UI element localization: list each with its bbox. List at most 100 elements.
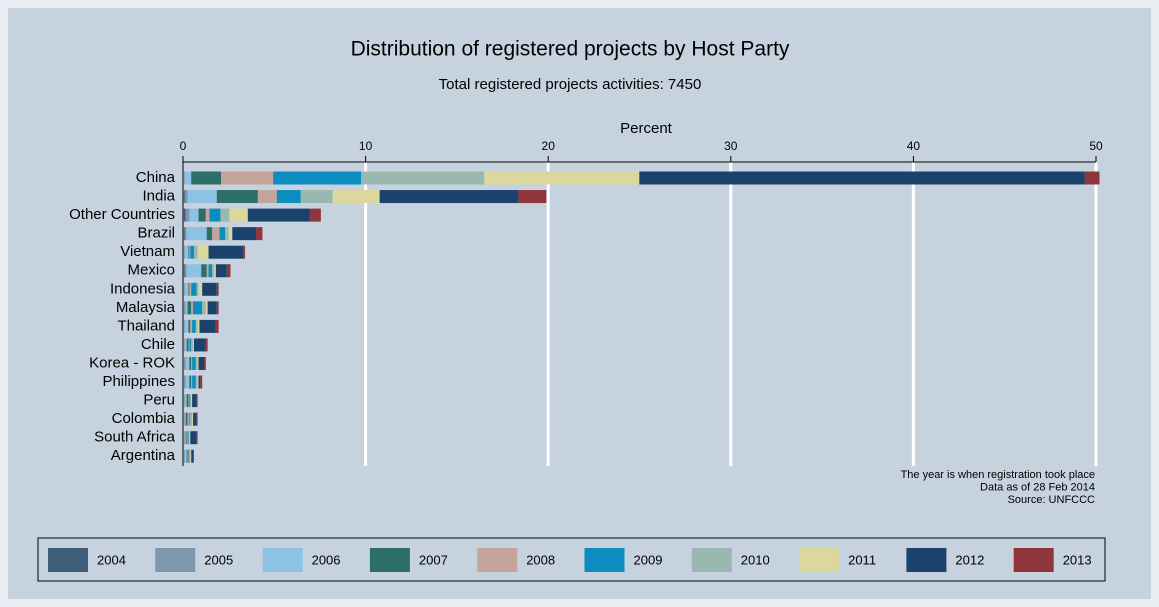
legend-label: 2006 bbox=[312, 552, 341, 567]
bar-segment bbox=[184, 394, 187, 408]
bar-segment bbox=[193, 338, 206, 352]
bar-segment bbox=[184, 282, 189, 296]
legend-swatch bbox=[262, 548, 303, 572]
x-tick-label: 50 bbox=[1089, 139, 1103, 153]
bar-segment bbox=[187, 190, 217, 204]
bar-segment bbox=[216, 282, 219, 296]
bar-segment bbox=[197, 245, 209, 259]
bar-segment bbox=[196, 431, 198, 445]
bar-segment bbox=[228, 227, 233, 241]
bar-segment bbox=[184, 319, 189, 333]
bar-segment bbox=[183, 357, 184, 370]
bar-segment bbox=[202, 282, 217, 296]
bar-segment bbox=[186, 431, 188, 445]
bar-segment bbox=[184, 412, 186, 426]
bar-segment bbox=[212, 227, 220, 241]
bar-segment bbox=[379, 190, 519, 204]
bar-segment bbox=[192, 375, 196, 389]
bar-segment bbox=[197, 319, 200, 333]
chart-subtitle: Total registered projects activities: 74… bbox=[439, 76, 702, 93]
legend-swatch bbox=[1013, 548, 1054, 572]
bar-segment bbox=[185, 208, 190, 222]
y-tick-label: Colombia bbox=[112, 410, 176, 427]
y-tick-label: South Africa bbox=[94, 429, 176, 446]
x-axis-label: Percent bbox=[620, 120, 673, 137]
y-tick-label: Malaysia bbox=[116, 299, 176, 316]
bar-segment bbox=[191, 375, 193, 389]
bar-segment bbox=[183, 338, 185, 352]
bar-segment bbox=[185, 375, 190, 389]
bar-segment bbox=[193, 301, 203, 315]
bar-segment bbox=[196, 394, 198, 408]
bar-segment bbox=[193, 338, 194, 352]
legend-swatch bbox=[584, 548, 625, 572]
bar-segment bbox=[187, 412, 190, 426]
bar-segment bbox=[203, 357, 206, 370]
bar-segment bbox=[202, 301, 206, 315]
y-tick-label: India bbox=[142, 188, 175, 205]
y-tick-label: Brazil bbox=[137, 225, 175, 242]
bar-segment bbox=[184, 264, 187, 278]
legend-swatch bbox=[48, 548, 88, 572]
bar-segment bbox=[206, 227, 213, 241]
bar-segment bbox=[185, 412, 188, 426]
legend-box bbox=[37, 537, 1106, 582]
bar-segment bbox=[183, 394, 185, 408]
bar-segment bbox=[184, 431, 186, 445]
bar-segment bbox=[183, 412, 184, 426]
bar-segment bbox=[188, 394, 190, 408]
bar-segment bbox=[183, 449, 185, 463]
bar-segment bbox=[183, 282, 184, 296]
chart-title: Distribution of registered projects by H… bbox=[351, 38, 790, 61]
bar-segment bbox=[189, 431, 191, 445]
bar-segment bbox=[191, 282, 197, 296]
bar-segment bbox=[183, 431, 184, 445]
bar-segment bbox=[191, 449, 194, 463]
y-tick-label: Korea - ROK bbox=[89, 354, 175, 371]
bar-segment bbox=[184, 190, 188, 204]
bar-segment bbox=[183, 301, 184, 315]
chart-background bbox=[8, 8, 1151, 599]
bar-segment bbox=[226, 264, 231, 278]
bar-segment bbox=[188, 431, 190, 445]
bar-segment bbox=[183, 338, 184, 352]
bar-segment bbox=[190, 245, 194, 259]
legend-swatch bbox=[369, 548, 410, 572]
bar-segment bbox=[190, 319, 193, 333]
legend-label: 2011 bbox=[848, 552, 876, 567]
bar-segment bbox=[215, 319, 219, 333]
bar-segment bbox=[332, 190, 380, 204]
legend-label: 2008 bbox=[526, 552, 555, 567]
legend-swatch bbox=[155, 548, 196, 572]
bar-segment bbox=[191, 357, 193, 370]
bar-segment bbox=[189, 338, 192, 352]
note: Source: UNFCCC bbox=[1008, 494, 1095, 506]
bar-segment bbox=[205, 338, 208, 352]
bar-segment bbox=[191, 394, 193, 408]
bar-segment bbox=[183, 171, 185, 185]
bar-segment bbox=[184, 338, 187, 352]
bar-segment bbox=[197, 357, 199, 370]
bar-segment bbox=[189, 245, 191, 259]
bar-segment bbox=[196, 282, 199, 296]
bar-segment bbox=[183, 449, 184, 463]
bar-segment bbox=[183, 357, 186, 370]
legend-label: 2004 bbox=[97, 552, 126, 567]
bar-segment bbox=[183, 245, 184, 259]
bar-segment bbox=[184, 245, 189, 259]
bar-segment bbox=[188, 449, 190, 463]
bar-segment bbox=[247, 208, 310, 222]
legend-label: 2005 bbox=[204, 552, 233, 567]
bar-segment bbox=[361, 171, 485, 185]
bar-segment bbox=[207, 301, 217, 315]
bar-segment bbox=[192, 357, 196, 370]
bar-segment bbox=[196, 412, 198, 426]
bar-segment bbox=[183, 319, 185, 333]
y-tick-label: Philippines bbox=[102, 373, 175, 390]
bar-segment bbox=[192, 412, 194, 426]
bar-segment bbox=[201, 264, 207, 278]
legend-label: 2012 bbox=[955, 552, 984, 567]
legend-label: 2009 bbox=[634, 552, 663, 567]
bar-segment bbox=[224, 227, 229, 241]
